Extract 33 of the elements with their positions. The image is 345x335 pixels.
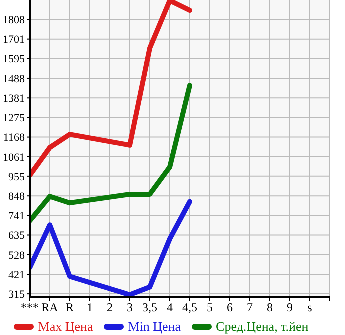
legend-label: Max Цена [37,319,94,335]
legend-label: Min Цена [127,319,182,335]
x-tick-label: 6 [227,300,233,315]
x-tick-label: 5 [207,300,213,315]
y-tick-label: 1488 [3,73,26,86]
x-tick-label: s [308,300,313,315]
x-tick-label: 4 [167,300,173,315]
x-tick-label: R [66,300,74,315]
y-tick-label: 741 [8,210,25,223]
y-tick-label: 635 [8,230,26,242]
x-tick-label: 9 [287,300,293,315]
y-tick-label: 1275 [3,112,26,125]
legend-label: Сред.Цена, т.йен [215,319,309,335]
y-tick-label: 421 [8,269,25,282]
y-tick-label: 1701 [3,34,25,46]
y-tick-label: 528 [8,250,26,262]
y-tick-label: 848 [8,191,26,204]
y-tick-label: 1808 [3,14,26,27]
x-tick-label: 2 [107,300,113,315]
x-tick-label: 1 [87,300,93,315]
x-tick-label: 8 [267,300,273,315]
x-tick-label: 3,5 [142,300,158,315]
x-tick-label: RA [42,300,59,315]
x-tick-label: 7 [247,300,253,315]
y-tick-label: 1168 [3,132,26,144]
y-tick-label: 955 [8,171,26,184]
x-tick-label: 3 [127,300,133,315]
x-tick-label: 4,5 [182,300,198,315]
x-tick-label: *** [21,300,39,315]
y-tick-label: 1061 [3,152,25,164]
y-tick-label: 315 [8,288,26,301]
y-tick-label: 1381 [3,93,25,106]
y-tick-label: 1595 [3,54,26,66]
